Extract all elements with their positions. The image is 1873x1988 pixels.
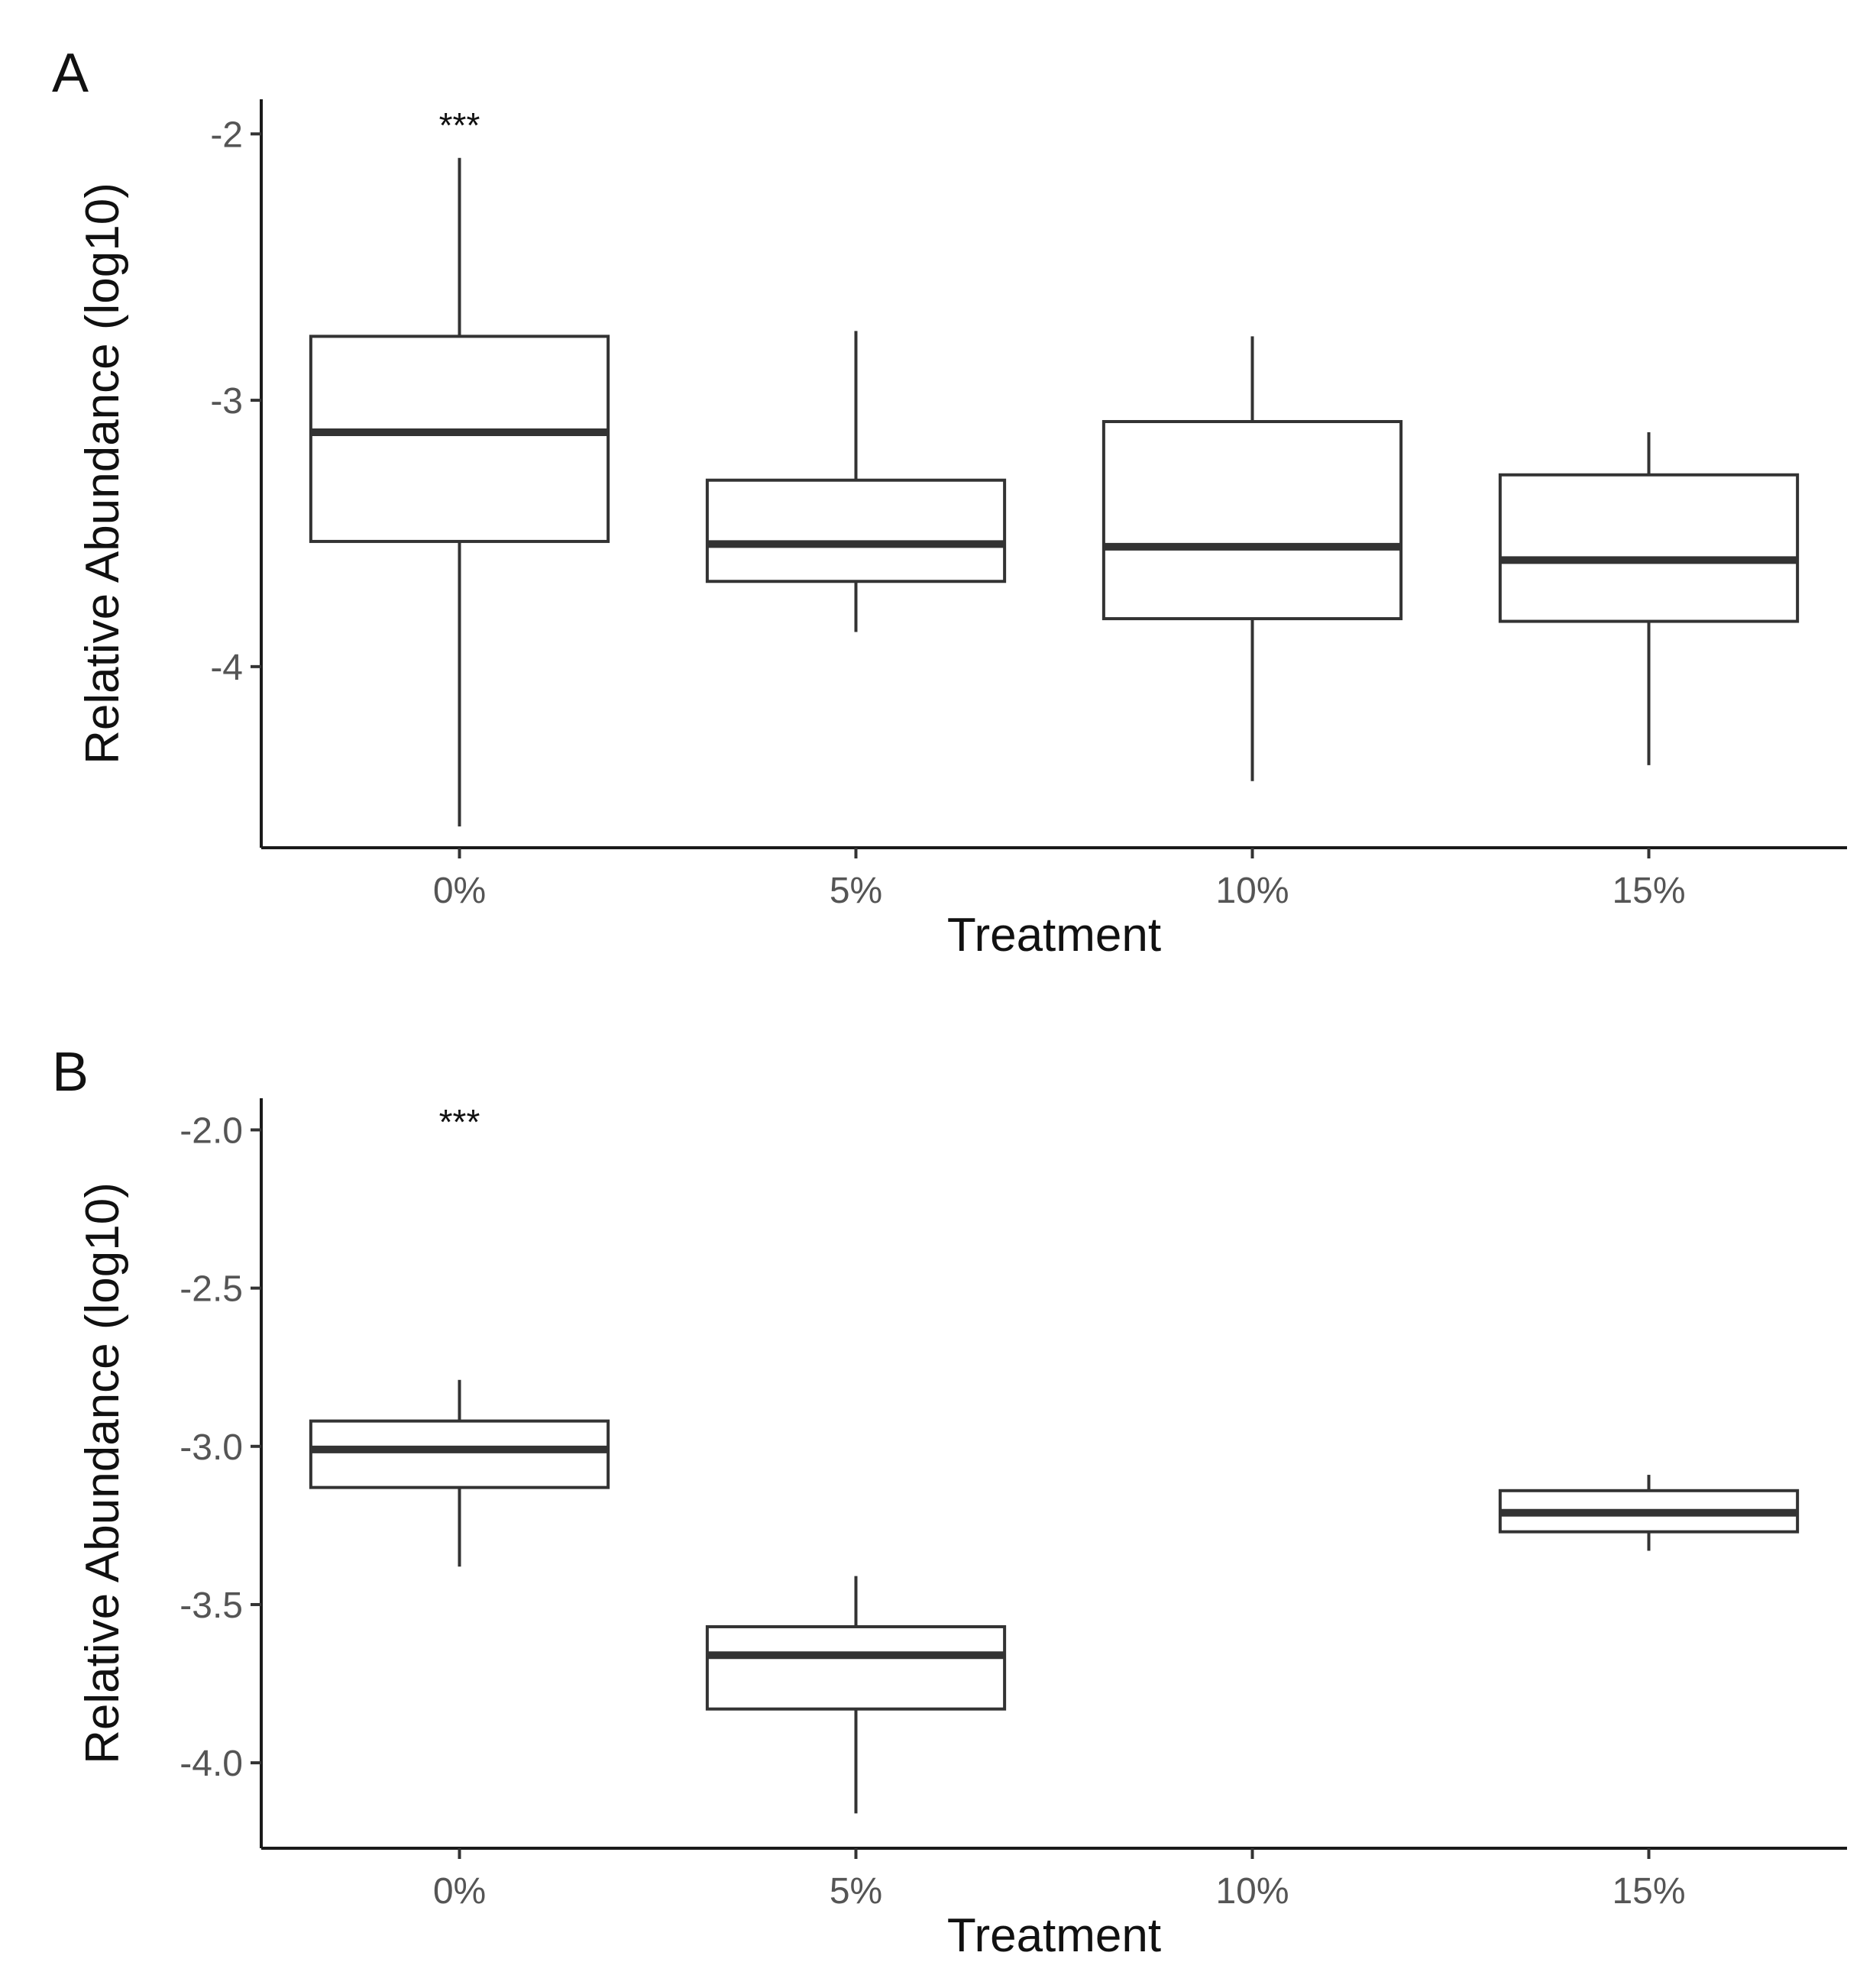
significance-label: *** <box>439 105 480 145</box>
y-tick-label: -3.5 <box>180 1586 243 1626</box>
x-tick-label: 15% <box>1612 1871 1685 1912</box>
y-axis-title: Relative Abundance (log10) <box>76 1182 129 1764</box>
box-5pct <box>705 331 1007 632</box>
iqr-box <box>309 1419 610 1489</box>
iqr-box <box>705 1624 1007 1711</box>
y-tick-label: -3 <box>210 381 243 422</box>
x-axis-title: Treatment <box>947 909 1161 962</box>
iqr-box <box>309 335 610 543</box>
panel-label: B <box>52 1042 89 1103</box>
panel-a: A -2 -3 -4 0% 5% 10% 15% Treatment Relative Abund… <box>52 43 1847 962</box>
box-5pct <box>705 1576 1007 1814</box>
iqr-box <box>1498 473 1800 623</box>
x-tick-label: 5% <box>830 871 882 911</box>
x-tick-label: 0% <box>433 1871 486 1912</box>
box-0pct <box>309 157 610 827</box>
x-tick-label: 15% <box>1612 871 1685 911</box>
panel-label: A <box>52 43 89 104</box>
y-tick-label: -4 <box>210 648 243 688</box>
x-tick-label: 10% <box>1215 871 1289 911</box>
x-tick-label: 5% <box>830 1871 882 1912</box>
y-tick-label: -2 <box>210 115 243 155</box>
x-tick-label: 0% <box>433 871 486 911</box>
box-10pct <box>1101 336 1403 781</box>
iqr-box <box>705 478 1007 583</box>
y-axis-title: Relative Abundance (log10) <box>76 183 129 764</box>
significance-label: *** <box>439 1102 480 1142</box>
x-tick-label: 10% <box>1215 1871 1289 1912</box>
box-0pct <box>309 1379 610 1567</box>
y-tick-label: -3.0 <box>180 1427 243 1468</box>
box-15pct <box>1498 432 1800 765</box>
x-axis-title: Treatment <box>947 1909 1161 1962</box>
iqr-box <box>1101 419 1403 621</box>
y-tick-label: -2.5 <box>180 1269 243 1310</box>
y-tick-label: -4.0 <box>180 1744 243 1784</box>
box-15pct <box>1498 1475 1800 1551</box>
panel-b: B -2.0 -2.5 -3.0 -3.5 -4.0 0% 5% 10% 15% Treatment… <box>52 1042 1847 1962</box>
y-tick-label: -2.0 <box>180 1110 243 1151</box>
